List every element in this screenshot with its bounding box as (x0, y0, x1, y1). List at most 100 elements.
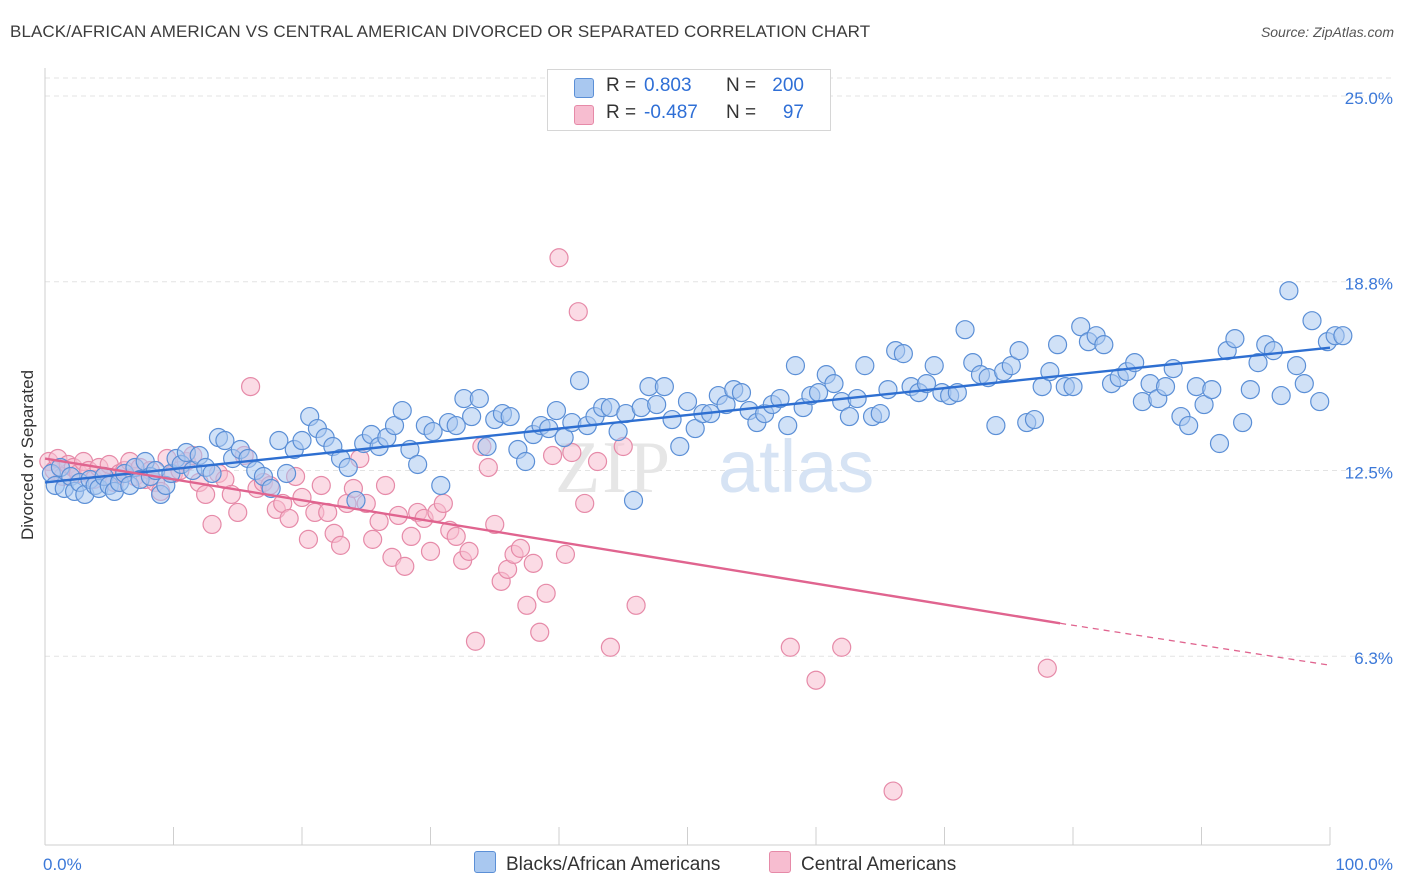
black-african-american-point (855, 356, 875, 376)
central-american-point (883, 781, 903, 801)
black-african-american-point (1279, 281, 1299, 301)
black-african-american-point (1071, 317, 1091, 337)
black-african-american-point (785, 356, 806, 376)
n-value: 97 (782, 102, 804, 123)
r-value: -0.487 (644, 102, 698, 123)
n-label: N = (726, 75, 757, 96)
black-african-american-point (924, 356, 944, 376)
grid-lines (45, 77, 1392, 657)
black-african-american-point (1155, 376, 1176, 397)
legend-row-blue: R = 0.803 N = 200 (548, 73, 830, 101)
black-african-american-point (261, 478, 281, 499)
black-african-american-point (662, 409, 682, 430)
black-african-american-point (469, 388, 489, 409)
y-tick-labels: 6.3% 12.5% 18.8% 25.0% (1345, 89, 1393, 668)
central-american-point (420, 541, 441, 561)
black-african-american-point (770, 388, 790, 409)
svg-text:atlas: atlas (718, 425, 874, 508)
pink-trend-extension (1060, 622, 1331, 666)
black-african-american-point (408, 454, 428, 475)
central-american-point (568, 302, 588, 322)
black-african-american-point (986, 415, 1006, 436)
central-american-point (279, 508, 299, 529)
central-american-point (363, 529, 383, 549)
central-american-point (832, 637, 852, 657)
pink-swatch (769, 851, 791, 873)
series-central-americans (39, 248, 1057, 801)
trend-lines (44, 346, 1331, 666)
black-african-american-point (1310, 391, 1330, 412)
central-american-point (330, 535, 351, 555)
legend-item-blacks[interactable]: Blacks/African Americans (474, 851, 720, 876)
black-african-american-point (215, 430, 235, 451)
black-african-american-point (1233, 412, 1253, 433)
black-african-american-point (1302, 311, 1322, 331)
central-american-point (401, 526, 421, 547)
black-african-american-point (477, 436, 497, 457)
y-tick-label: 25.0% (1345, 89, 1393, 108)
r-value: 0.803 (644, 75, 692, 96)
black-african-american-point (276, 463, 297, 484)
n-value: 200 (772, 75, 804, 96)
black-african-american-point (462, 406, 482, 427)
central-american-point (517, 595, 537, 615)
legend-item-central-americans[interactable]: Central Americans (769, 851, 956, 876)
y-tick-label: 18.8% (1345, 275, 1393, 294)
black-african-american-point (515, 451, 536, 472)
x-tick-label: 100.0% (1335, 855, 1393, 874)
series-blacks-african-americans (41, 281, 1353, 511)
central-american-point (806, 670, 826, 690)
central-american-point (536, 583, 556, 603)
pink-swatch (574, 105, 594, 125)
black-african-american-point (893, 344, 913, 364)
black-african-american-point (1047, 335, 1068, 355)
black-african-american-point (1063, 376, 1083, 397)
central-american-point (542, 445, 563, 466)
y-axis-label: Divorced or Separated (18, 369, 37, 541)
black-african-american-point (677, 391, 698, 412)
black-african-american-point (431, 475, 451, 496)
central-american-point (562, 442, 582, 463)
r-label: R = (606, 75, 637, 96)
correlation-legend: R = 0.803 N = 200 R = -0.487 N = 97 (547, 69, 831, 131)
black-african-american-point (608, 421, 628, 442)
black-african-american-point (824, 374, 844, 394)
black-african-american-point (269, 430, 289, 451)
black-african-american-point (384, 415, 405, 436)
central-american-point (600, 637, 621, 657)
black-african-american-point (647, 394, 667, 415)
black-african-american-point (623, 490, 644, 511)
black-african-american-point (839, 406, 860, 427)
central-american-point (549, 248, 569, 268)
blue-trend-line (44, 346, 1331, 484)
black-african-american-point (500, 406, 520, 427)
central-american-point (523, 553, 543, 573)
black-african-american-point (1240, 379, 1260, 400)
black-african-american-point (1094, 335, 1114, 355)
black-african-american-point (423, 421, 443, 442)
legend-row-pink: R = -0.487 N = 97 (548, 100, 830, 128)
black-african-american-point (546, 400, 567, 421)
black-african-american-point (716, 394, 736, 415)
r-label: R = (606, 102, 637, 123)
source-label: Source: ZipAtlas.com (1260, 24, 1394, 40)
central-american-point (446, 526, 466, 547)
black-african-american-point (569, 371, 590, 391)
central-american-point (196, 484, 216, 505)
black-african-american-point (202, 463, 222, 484)
black-african-american-point (446, 415, 466, 436)
central-american-point (459, 541, 479, 561)
black-african-american-point (870, 403, 890, 424)
x-tick-labels: 0.0% 100.0% (43, 855, 1393, 874)
central-american-point (780, 637, 800, 657)
central-american-point (298, 529, 319, 549)
central-american-point (626, 595, 646, 615)
black-african-american-point (731, 382, 752, 403)
central-american-point (241, 376, 261, 397)
black-african-american-point (1009, 341, 1029, 361)
black-african-american-point (338, 457, 358, 478)
black-african-american-point (392, 400, 412, 421)
black-african-american-point (1225, 329, 1245, 349)
y-tick-label: 6.3% (1354, 649, 1393, 668)
central-american-point (433, 493, 453, 514)
